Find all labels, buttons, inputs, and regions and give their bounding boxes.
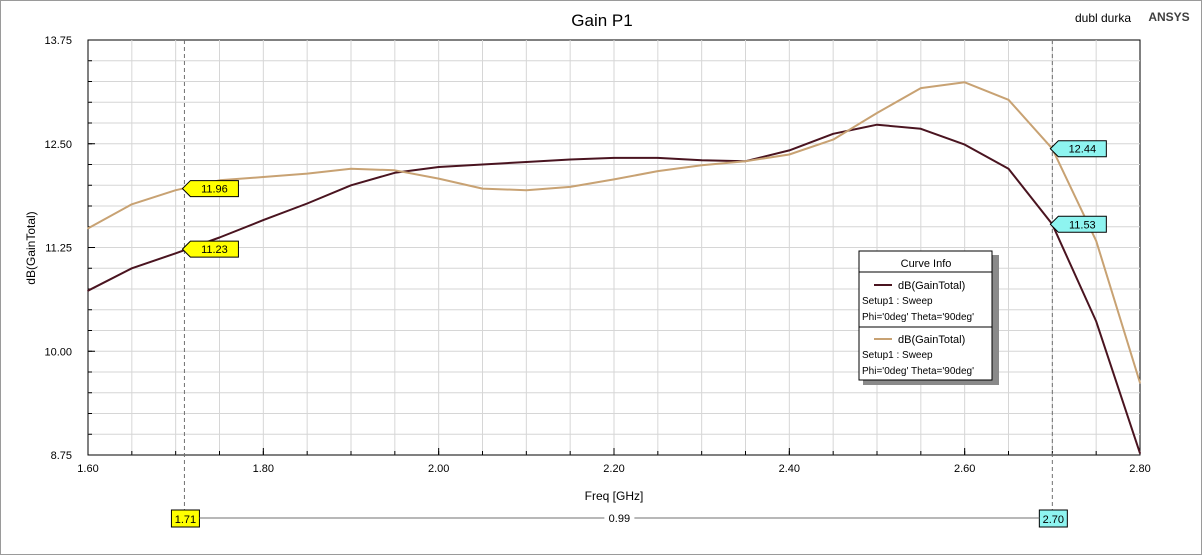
marker-label-box	[181, 180, 239, 198]
data-point-series-1	[437, 166, 440, 168]
data-point-series-1	[350, 184, 352, 187]
data-point-series-1	[1007, 167, 1010, 170]
marker-value: 11.23	[201, 244, 228, 256]
data-point-series-2	[1007, 98, 1010, 101]
data-point-series-2	[963, 81, 966, 84]
data-point-series-2	[131, 203, 133, 206]
legend[interactable]: Curve Info dB(GainTotal) Setup1 : Sweep …	[858, 250, 999, 385]
x-tick-label: 2.40	[779, 463, 800, 475]
data-point-series-1	[613, 157, 615, 159]
data-point-series-1	[569, 158, 571, 161]
grid	[88, 40, 1140, 455]
data-point-series-2	[262, 176, 265, 178]
data-point-series-2	[876, 112, 878, 114]
legend-series-label-2: dB(GainTotal)	[898, 334, 965, 346]
legend-series-label-1: dB(GainTotal)	[898, 280, 965, 292]
data-point-series-1	[788, 149, 791, 152]
data-point-series-1	[525, 161, 528, 163]
data-point-series-2	[920, 87, 922, 89]
x-tick-label: 2.60	[954, 463, 975, 475]
data-point-series-2	[350, 167, 352, 170]
marker-label-1-1[interactable]: 11.96	[181, 180, 239, 198]
x-tick-label: 2.00	[428, 463, 449, 475]
marker-x-value: 1.71	[175, 514, 196, 526]
data-point-series-2	[1095, 240, 1097, 242]
data-point-series-1	[657, 157, 659, 159]
data-point-series-1	[131, 267, 133, 270]
axes: 1.60 1.80 2.00 2.20 2.40 2.60 2.80 8.75 10.00 11.…	[44, 35, 1150, 475]
data-point-series-2	[525, 189, 528, 192]
marker-x-box-2[interactable]: 2.70	[1038, 509, 1068, 528]
marker-x-value: 2.70	[1043, 514, 1064, 526]
data-point-series-2	[700, 164, 703, 167]
data-point-series-1	[87, 289, 89, 292]
series-lines	[87, 81, 1141, 455]
data-point-series-1	[262, 219, 265, 221]
data-point-series-1	[876, 123, 878, 126]
chart-title: Gain P1	[571, 11, 632, 30]
data-point-series-1	[700, 159, 703, 162]
marker-label-box	[1049, 140, 1107, 158]
data-point-series-1	[832, 132, 834, 135]
data-point-series-1	[1139, 452, 1141, 455]
data-point-series-2	[613, 178, 615, 181]
marker-value: 11.53	[1069, 219, 1096, 231]
data-point-series-2	[87, 227, 89, 230]
x-tick-label: 1.60	[77, 463, 98, 475]
data-point-series-1	[394, 172, 396, 174]
data-point-series-1	[306, 202, 308, 205]
brand-logo: ANSYS	[1148, 10, 1189, 24]
y-tick-label: 12.50	[44, 139, 72, 151]
x-axis-label: Freq [GHz]	[585, 489, 644, 503]
y-axis-label: dB(GainTotal)	[24, 211, 38, 284]
x-tick-label: 2.80	[1129, 463, 1150, 475]
legend-line2-1: Phi='0deg' Theta='90deg'	[862, 312, 974, 323]
y-tick-label: 8.75	[51, 450, 72, 462]
marker-label-box	[1049, 215, 1107, 233]
data-point-series-2	[744, 160, 747, 162]
data-point-series-1	[920, 128, 922, 130]
data-point-series-2	[1139, 381, 1141, 384]
data-point-series-2	[569, 186, 571, 188]
y-tick-label: 13.75	[44, 35, 72, 47]
project-label: dubl durka	[1075, 11, 1131, 25]
x-tick-label: 2.20	[603, 463, 624, 475]
legend-title: Curve Info	[901, 258, 952, 270]
marker-value: 12.44	[1069, 144, 1097, 156]
data-point-series-2	[788, 153, 791, 156]
legend-line2-2: Phi='0deg' Theta='90deg'	[862, 366, 974, 377]
legend-line1-2: Setup1 : Sweep	[862, 350, 933, 361]
data-point-series-2	[832, 138, 834, 141]
data-point-series-2	[306, 172, 308, 175]
data-point-series-2	[481, 187, 484, 190]
marker-delta-bg	[604, 510, 635, 526]
legend-line1-1: Setup1 : Sweep	[862, 296, 933, 307]
marker-label-2-2[interactable]: 11.53	[1049, 215, 1107, 233]
data-point-series-1	[218, 236, 221, 239]
data-point-series-1	[174, 252, 177, 255]
data-point-series-2	[437, 177, 440, 180]
data-point-series-1	[481, 163, 484, 166]
x-tick-label: 1.80	[253, 463, 274, 475]
marker-label-2-1[interactable]: 12.44	[1049, 140, 1107, 158]
data-point-series-2	[394, 169, 396, 172]
marker-value: 11.96	[201, 184, 228, 196]
marker-x-box-1[interactable]: 1.71	[170, 509, 200, 528]
data-point-series-2	[657, 170, 659, 172]
marker-label-box	[181, 240, 239, 258]
y-tick-label: 11.25	[45, 243, 72, 255]
data-point-series-1	[963, 143, 966, 146]
marker-delta-value: 0.99	[609, 513, 630, 525]
marker-label-1-2[interactable]: 11.23	[181, 240, 239, 258]
data-point-series-2	[174, 189, 177, 192]
y-tick-label: 10.00	[44, 346, 72, 358]
markers: 11.96 11.23 1.71 12.44 11.53 2.70 0.99	[170, 40, 1107, 528]
data-point-series-1	[1095, 320, 1097, 323]
